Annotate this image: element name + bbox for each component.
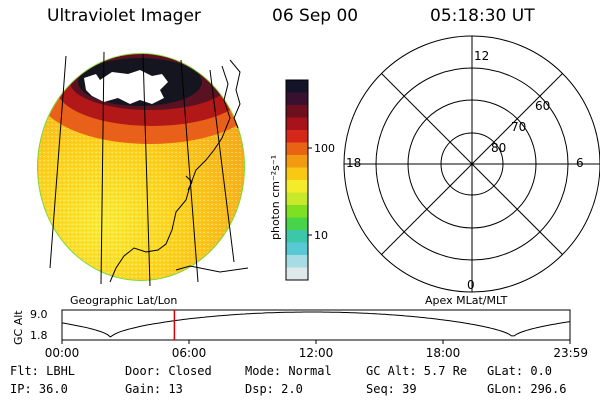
colorbar-tick-low: 10: [314, 229, 328, 242]
time-axis: 00:00 06:00 12:00 18:00 23:59: [45, 340, 588, 360]
colorbar-segment: [286, 80, 308, 93]
colorbar-segment: [286, 242, 308, 256]
mlt-label-bottom: 0: [467, 278, 475, 292]
lat-label-60: 60: [535, 99, 550, 113]
colorbar-unit-label: photon cm⁻²s⁻¹: [269, 155, 282, 240]
colorbar: [286, 80, 308, 281]
meridian-line: [209, 69, 235, 263]
colorbar-segment: [286, 180, 308, 193]
date-label: 06 Sep 00: [272, 6, 359, 26]
colorbar-segment: [286, 92, 308, 106]
auroral-image: [37, 51, 249, 287]
coastline: [175, 265, 249, 273]
time-tick-label: 00:00: [45, 346, 80, 360]
altitude-tick-low: 1.8: [30, 329, 48, 342]
lat-label-70: 70: [511, 120, 526, 134]
lat-label-80: 80: [491, 141, 506, 155]
polar-panel-label: Apex MLat/MLT: [425, 294, 508, 307]
image-panel-label: Geographic Lat/Lon: [70, 294, 177, 307]
altitude-axis-label: GC Alt: [12, 310, 25, 345]
status-flt: Flt: LBHL: [10, 364, 76, 378]
colorbar-segment: [286, 192, 308, 206]
status-ip: IP: 36.0: [10, 382, 68, 396]
mlt-label-left: 18: [346, 156, 361, 170]
mlt-label-top: 12: [474, 49, 489, 63]
meridian-line: [180, 59, 199, 283]
colorbar-segment: [286, 117, 308, 131]
coastline: [109, 65, 231, 283]
time-label: 05:18:30 UT: [430, 6, 535, 26]
time-tick-label: 06:00: [172, 346, 207, 360]
status-seq: Seq: 39: [366, 382, 417, 396]
colorbar-segment: [286, 217, 308, 231]
colorbar-segment: [286, 167, 308, 181]
meridian-line: [142, 53, 151, 287]
altitude-curve: [61, 311, 571, 338]
coastline: [185, 175, 193, 191]
status-gain: Gain: 13: [125, 382, 183, 396]
colorbar-segment: [286, 155, 308, 168]
status-door: Door: Closed: [125, 364, 212, 378]
mlt-line-diagonal: [381, 73, 563, 255]
polar-grid: [343, 35, 600, 293]
colorbar-segment: [286, 130, 308, 143]
altitude-plot-frame: [61, 309, 571, 341]
colorbar-segment: [286, 255, 308, 268]
status-glat: GLat: 0.0: [487, 364, 553, 378]
time-tick-label: 12:00: [299, 346, 334, 360]
status-mode: Mode: Normal: [245, 364, 332, 378]
colorbar-segment: [286, 105, 308, 118]
colorbar-segment: [286, 267, 308, 281]
status-gc-alt: GC Alt: 5.7 Re: [366, 364, 468, 378]
colorbar-tick-high: 100: [314, 142, 335, 155]
meridian-line: [100, 51, 105, 285]
altitude-tick-high: 9.0: [30, 308, 48, 321]
mlt-label-right: 6: [576, 156, 584, 170]
instrument-title: Ultraviolet Imager: [47, 6, 201, 26]
status-glon: GLon: 296.6: [487, 382, 567, 396]
meridian-line: [49, 55, 67, 269]
time-tick-label: 18:00: [426, 346, 461, 360]
coastline: [229, 59, 241, 129]
colorbar-segment: [286, 230, 308, 243]
colorbar-segment: [286, 142, 308, 156]
time-tick-label: 23:59: [553, 346, 588, 360]
status-dsp: Dsp: 2.0: [245, 382, 303, 396]
colorbar-segment: [286, 205, 308, 218]
colorbar-frame: [285, 79, 309, 281]
saturated-region: [84, 70, 168, 104]
